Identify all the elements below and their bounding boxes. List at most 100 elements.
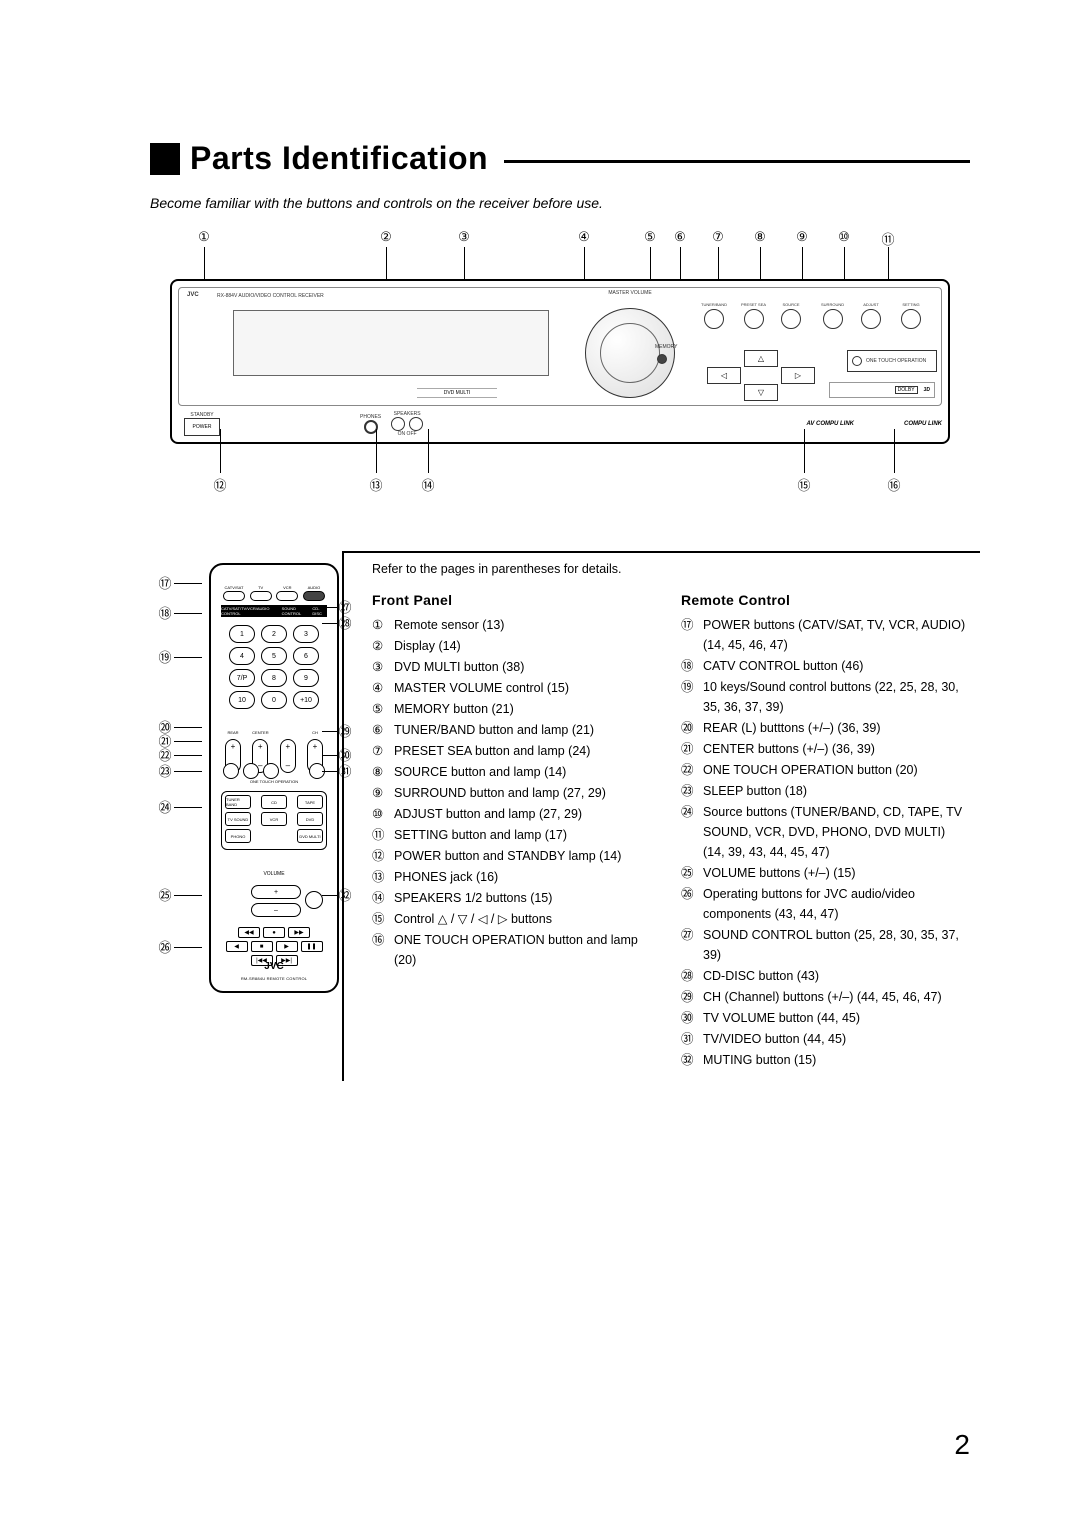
callout-line-y <box>894 429 895 473</box>
rc-jvc-text: JVC <box>264 961 283 972</box>
list-item: ㉒ONE TOUCH OPERATION button (20) <box>681 760 970 780</box>
item-text: Source buttons (TUNER/BAND, CD, TAPE, TV… <box>703 802 970 862</box>
rc-callout-line-z <box>322 731 338 732</box>
setting-button <box>901 309 921 329</box>
rc-key-8: 8 <box>261 669 287 687</box>
tuner-band-button <box>704 309 724 329</box>
item-text: VOLUME buttons (+/–) (15) <box>703 863 970 883</box>
list-item: ㉘CD-DISC button (43) <box>681 966 970 986</box>
item-text: Remote sensor (13) <box>394 615 661 635</box>
page-number: 2 <box>954 1429 970 1461</box>
item-number: ㉗ <box>681 925 703 965</box>
item-text: POWER button and STANDBY lamp (14) <box>394 846 661 866</box>
rc-callout-line-f <box>174 771 202 772</box>
one-touch-label: ONE TOUCH OPERATION <box>866 358 926 364</box>
item-text: CENTER buttons (+/–) (36, 39) <box>703 739 970 759</box>
rc-callout-l: ㉘ <box>336 613 354 632</box>
item-number: ㉓ <box>681 781 703 801</box>
item-number: ⑮ <box>372 909 394 929</box>
control-right: ▷ <box>781 367 815 384</box>
callout-6: ⑥ <box>670 229 690 245</box>
list-item: ⑫POWER button and STANDBY lamp (14) <box>372 846 661 866</box>
rc-key-1: 1 <box>229 625 255 643</box>
callout-y: ⑯ <box>884 475 904 494</box>
rc-jvc-logo: JVC RM-SR884U REMOTE CONTROL <box>211 961 337 983</box>
list-item: ㉚TV VOLUME button (44, 45) <box>681 1008 970 1028</box>
list-item: ④MASTER VOLUME control (15) <box>372 678 661 698</box>
item-number: ⑨ <box>372 783 394 803</box>
item-number: ① <box>372 615 394 635</box>
rc-src-phono: PHONO <box>225 829 251 843</box>
rc-callout-line-s <box>174 741 202 742</box>
item-number: ⑳ <box>681 718 703 738</box>
item-number: ⑱ <box>681 656 703 676</box>
callout-8: ⑧ <box>750 229 770 245</box>
logo-strip: DOLBY 3D <box>829 382 935 398</box>
list-item: ①Remote sensor (13) <box>372 615 661 635</box>
memory-button <box>657 354 667 364</box>
rc-src-cd: CD <box>261 795 287 809</box>
item-number: ㉖ <box>681 884 703 924</box>
front-panel-diagram: ①②③④⑤⑥⑦⑧⑨⑩⑪ JVC RX-884V AUDIO/VIDEO CONT… <box>170 229 950 519</box>
callout-5: ⑤ <box>640 229 660 245</box>
item-number: ⑪ <box>372 825 394 845</box>
surround-label: SURROUND <box>821 302 844 309</box>
callout-7: ⑦ <box>708 229 728 245</box>
dvd-multi-button: DVD MULTI <box>417 388 497 398</box>
remote-heading: Remote Control <box>681 589 970 611</box>
list-item: ㉓SLEEP button (18) <box>681 781 970 801</box>
rc-tv-button <box>250 591 272 601</box>
item-text: SETTING button and lamp (17) <box>394 825 661 845</box>
front-panel-heading: Front Panel <box>372 589 661 611</box>
list-item: ⑦PRESET SEA button and lamp (24) <box>372 741 661 761</box>
remote-diagram: CATV/SAT TV VCR AUDIO CATV/SAT/TV/VCR/AU… <box>209 563 339 993</box>
rc-callout-line-v <box>322 895 338 896</box>
list-item: ⑧SOURCE button and lamp (14) <box>372 762 661 782</box>
list-item: ㉗SOUND CONTROL button (25, 28, 30, 35, 3… <box>681 925 970 965</box>
rc-key-2: 2 <box>261 625 287 643</box>
model-label: RX-884V AUDIO/VIDEO CONTROL RECEIVER <box>217 293 324 299</box>
rc-key-4: 4 <box>229 647 255 665</box>
list-item: ⑩ADJUST button and lamp (27, 29) <box>372 804 661 824</box>
rc-src-dvd: DVD <box>297 812 323 826</box>
rc-callout-line-h <box>174 895 202 896</box>
item-number: ㉘ <box>681 966 703 986</box>
control-left: ◁ <box>707 367 741 384</box>
rc-callout-line-o <box>174 657 202 658</box>
list-item: ㉕VOLUME buttons (+/–) (15) <box>681 863 970 883</box>
rc-key-9: 9 <box>293 669 319 687</box>
rc-callout-line-k <box>322 607 338 608</box>
item-text: SLEEP button (18) <box>703 781 970 801</box>
rc-muting-button <box>305 891 323 909</box>
rc-callout-line-g <box>174 807 202 808</box>
receiver-outline: JVC RX-884V AUDIO/VIDEO CONTROL RECEIVER… <box>170 279 950 444</box>
front-panel-list: ①Remote sensor (13)②Display (14)③DVD MUL… <box>372 615 661 970</box>
control-pad: △ ▽ ◁ ▷ <box>699 350 823 404</box>
rc-catv-control-label: CATV/SAT/TV/VCR/AUDIO CONTROL <box>221 606 282 616</box>
list-item: ㉔Source buttons (TUNER/BAND, CD, TAPE, T… <box>681 802 970 862</box>
callout-2: ② <box>376 229 396 245</box>
title-bullet <box>150 143 180 175</box>
master-volume-knob <box>585 308 675 398</box>
item-number: ㉙ <box>681 987 703 1007</box>
list-item: ⑥TUNER/BAND button and lamp (21) <box>372 720 661 740</box>
item-text: MASTER VOLUME control (15) <box>394 678 661 698</box>
item-text: Display (14) <box>394 636 661 656</box>
title-rule <box>504 160 970 163</box>
rc-key-6: 6 <box>293 647 319 665</box>
rc-key-+10: +10 <box>293 691 319 709</box>
item-text: MEMORY button (21) <box>394 699 661 719</box>
rc-src-tvsound: TV SOUND <box>225 812 251 826</box>
rc-callout-g: ㉔ <box>156 797 174 816</box>
rc-catv-label: CATV/SAT <box>223 585 245 590</box>
item-text: POWER buttons (CATV/SAT, TV, VCR, AUDIO)… <box>703 615 970 655</box>
control-up: △ <box>744 350 778 367</box>
source-label: SOURCE <box>781 302 801 309</box>
item-number: ㉔ <box>681 802 703 862</box>
item-number: ⑩ <box>372 804 394 824</box>
rc-volume-plus: + <box>251 885 301 899</box>
item-number: ⑬ <box>372 867 394 887</box>
list-item: ⑨SURROUND button and lamp (27, 29) <box>372 783 661 803</box>
callout-w: ⑫ <box>210 475 230 494</box>
item-text: MUTING button (15) <box>703 1050 970 1070</box>
